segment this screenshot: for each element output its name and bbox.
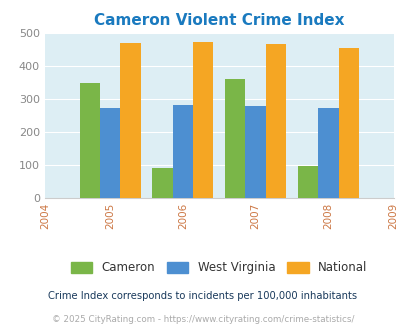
Bar (100, 108, 120, 198)
Bar (245, 106, 265, 198)
Text: Crime Index corresponds to incidents per 100,000 inhabitants: Crime Index corresponds to incidents per… (48, 291, 357, 301)
Text: © 2025 CityRating.com - https://www.cityrating.com/crime-statistics/: © 2025 CityRating.com - https://www.city… (51, 315, 354, 324)
Bar (172, 105, 193, 198)
Bar (338, 48, 358, 198)
Bar (318, 108, 338, 198)
Bar (79, 83, 100, 198)
Bar (193, 42, 213, 198)
Bar (152, 168, 172, 198)
Bar (224, 79, 245, 198)
Bar (297, 166, 318, 198)
Bar (120, 43, 141, 198)
Bar (265, 44, 286, 198)
Title: Cameron Violent Crime Index: Cameron Violent Crime Index (94, 13, 343, 28)
Legend: Cameron, West Virginia, National: Cameron, West Virginia, National (66, 257, 371, 279)
